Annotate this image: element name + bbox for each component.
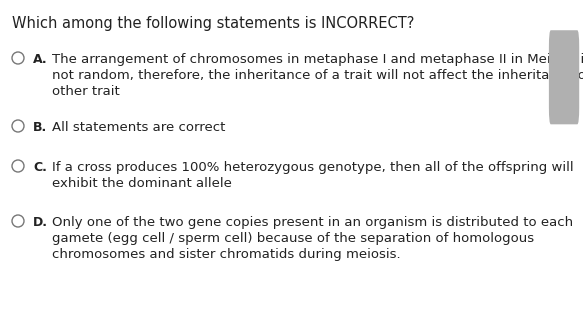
Text: If a cross produces 100% heterozygous genotype, then all of the offspring will: If a cross produces 100% heterozygous ge… <box>52 161 574 174</box>
Text: All statements are correct: All statements are correct <box>52 121 226 134</box>
Text: Which among the following statements is INCORRECT?: Which among the following statements is … <box>12 16 415 31</box>
Text: gamete (egg cell / sperm cell) because of the separation of homologous: gamete (egg cell / sperm cell) because o… <box>52 232 534 245</box>
Text: D.: D. <box>33 216 48 229</box>
Text: other trait: other trait <box>52 85 120 98</box>
Text: The arrangement of chromosomes in metaphase I and metaphase II in Meiosis is: The arrangement of chromosomes in metaph… <box>52 53 583 66</box>
Text: B.: B. <box>33 121 47 134</box>
Text: chromosomes and sister chromatids during meiosis.: chromosomes and sister chromatids during… <box>52 248 401 261</box>
Text: not random, therefore, the inheritance of a trait will not affect the inheritanc: not random, therefore, the inheritance o… <box>52 69 583 82</box>
Text: exhibit the dominant allele: exhibit the dominant allele <box>52 177 232 190</box>
Text: A.: A. <box>33 53 48 66</box>
FancyBboxPatch shape <box>549 30 580 124</box>
Text: Only one of the two gene copies present in an organism is distributed to each: Only one of the two gene copies present … <box>52 216 573 229</box>
Text: C.: C. <box>33 161 47 174</box>
